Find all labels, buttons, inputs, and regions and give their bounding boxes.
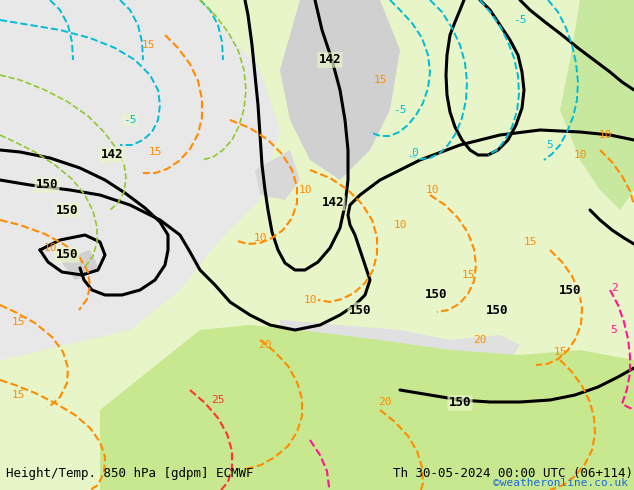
Text: 2: 2 — [612, 283, 618, 293]
Text: 10: 10 — [253, 233, 267, 243]
Text: -5: -5 — [393, 105, 407, 115]
Text: 150: 150 — [425, 289, 447, 301]
Polygon shape — [560, 0, 634, 210]
Text: 15: 15 — [141, 40, 155, 50]
Text: 20: 20 — [473, 335, 487, 345]
Text: 150: 150 — [349, 303, 372, 317]
Text: 10: 10 — [298, 185, 312, 195]
Text: 0: 0 — [411, 148, 418, 158]
Text: 150: 150 — [559, 284, 581, 296]
Text: 10: 10 — [303, 295, 317, 305]
Text: 10: 10 — [573, 150, 586, 160]
Text: 142: 142 — [321, 196, 344, 210]
Text: 150: 150 — [449, 396, 471, 410]
Text: 150: 150 — [36, 178, 58, 192]
Text: 20: 20 — [378, 397, 392, 407]
Text: 20: 20 — [258, 340, 272, 350]
Text: 10: 10 — [43, 243, 57, 253]
Text: Th 30-05-2024 00:00 UTC (06+114): Th 30-05-2024 00:00 UTC (06+114) — [393, 467, 633, 480]
Text: 15: 15 — [373, 75, 387, 85]
Text: 15: 15 — [523, 237, 537, 247]
Text: 25: 25 — [211, 395, 224, 405]
Text: 142: 142 — [101, 148, 123, 162]
Text: 15: 15 — [11, 390, 25, 400]
Polygon shape — [280, 320, 520, 365]
Polygon shape — [280, 0, 400, 180]
Text: Height/Temp. 850 hPa [gdpm] ECMWF: Height/Temp. 850 hPa [gdpm] ECMWF — [6, 467, 254, 480]
Polygon shape — [255, 150, 300, 200]
Text: 150: 150 — [56, 248, 78, 262]
Polygon shape — [0, 0, 280, 360]
Text: 15: 15 — [553, 347, 567, 357]
Text: 15: 15 — [11, 317, 25, 327]
Text: 10: 10 — [425, 185, 439, 195]
Text: -5: -5 — [123, 115, 137, 125]
Text: 10: 10 — [598, 130, 612, 140]
Text: 5: 5 — [611, 325, 618, 335]
Text: 10: 10 — [393, 220, 407, 230]
Text: 15: 15 — [462, 270, 475, 280]
Polygon shape — [60, 250, 100, 280]
Text: 5: 5 — [547, 140, 553, 150]
Polygon shape — [100, 325, 634, 490]
Text: 150: 150 — [56, 203, 78, 217]
Text: -5: -5 — [514, 15, 527, 25]
Text: 150: 150 — [486, 303, 508, 317]
Text: 142: 142 — [319, 53, 341, 67]
Text: 15: 15 — [148, 147, 162, 157]
Text: ©weatheronline.co.uk: ©weatheronline.co.uk — [493, 478, 628, 488]
